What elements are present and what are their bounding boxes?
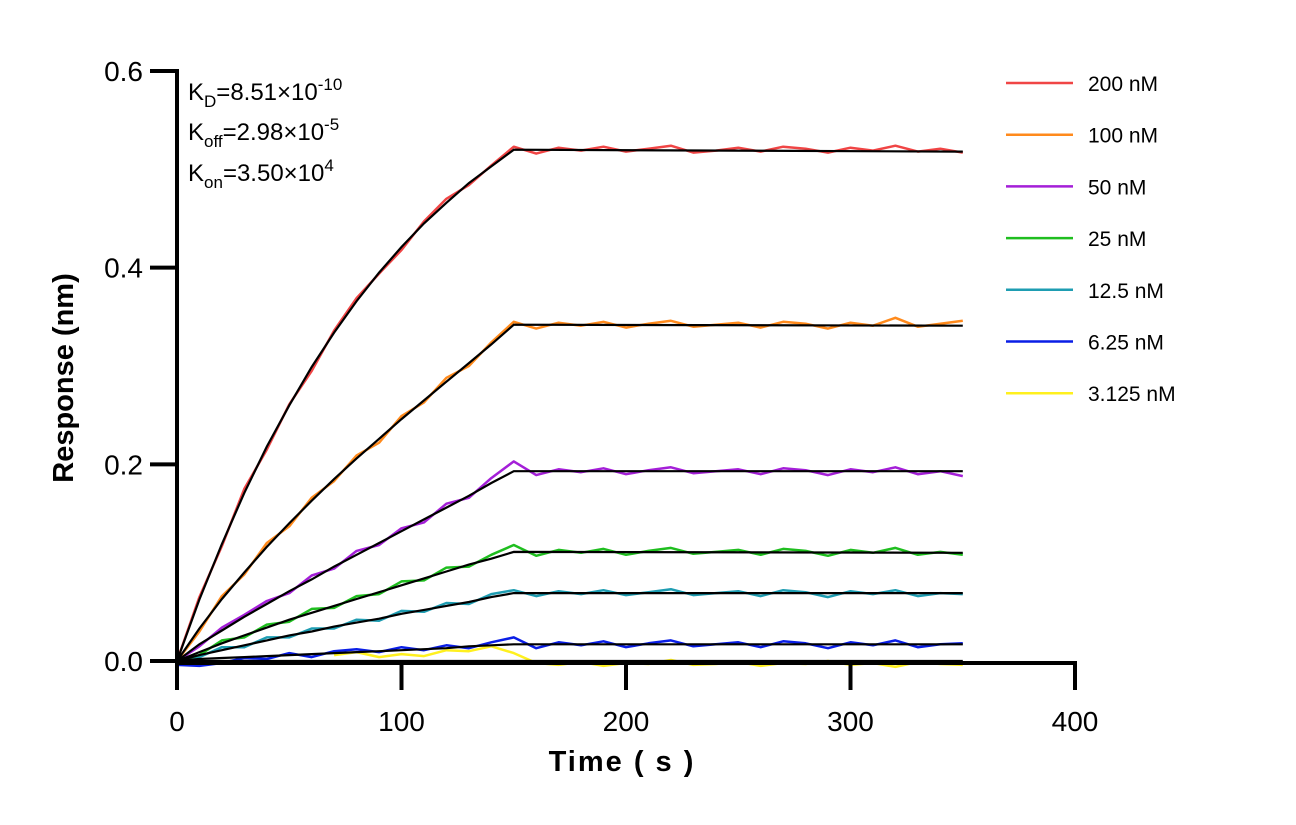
fit-line-50-nM xyxy=(176,470,963,662)
legend: 200 nM 100 nM 50 nM 25 nM 12.5 nM 6.25 nM 3.12… xyxy=(1006,73,1176,406)
data-trace-50-nM xyxy=(176,460,964,663)
axes xyxy=(175,69,1077,665)
koff-annotation: Koff=2.98×10-5 xyxy=(188,115,339,151)
legend-item: 200 nM xyxy=(1006,73,1158,96)
kd-annotation: KD=8.51×10-10 xyxy=(188,75,342,111)
y-axis-title: Response (nm) xyxy=(48,273,80,482)
legend-item: 25 nM xyxy=(1006,228,1146,251)
data-trace-100-nM xyxy=(176,316,963,662)
x-tick-label: 100 xyxy=(378,706,425,737)
y-tick-label: 0.2 xyxy=(104,449,143,480)
y-tick-label: 0.4 xyxy=(104,253,143,284)
kon-annotation: Kon=3.50×104 xyxy=(188,156,334,192)
fit-line-100-nM xyxy=(176,323,963,662)
ticks: 0 100 200 300 400 0.0 0.2 0.4 0.6 xyxy=(104,56,1098,737)
legend-label: 50 nM xyxy=(1088,176,1146,199)
y-tick-label: 0.6 xyxy=(104,56,143,87)
x-tick-label: 200 xyxy=(603,706,650,737)
fit-line-12-5-nM xyxy=(176,592,963,663)
x-tick-label: 300 xyxy=(827,706,874,737)
legend-label: 12.5 nM xyxy=(1088,280,1164,303)
legend-item: 12.5 nM xyxy=(1006,280,1164,303)
data-trace-12-5-nM xyxy=(176,587,963,663)
legend-item: 6.25 nM xyxy=(1006,332,1164,355)
legend-label: 200 nM xyxy=(1088,73,1158,96)
x-axis-title: Time ( s ) xyxy=(549,746,696,778)
legend-label: 25 nM xyxy=(1088,228,1146,251)
legend-label: 3.125 nM xyxy=(1088,383,1176,406)
plot-curves xyxy=(175,144,964,669)
fit-line-200-nM xyxy=(175,148,963,662)
fit-line-25-nM xyxy=(176,550,963,663)
kinetics-annotation: KD=8.51×10-10 Koff=2.98×10-5 Kon=3.50×10… xyxy=(188,75,342,192)
y-tick-label: 0.0 xyxy=(104,646,143,677)
legend-item: 3.125 nM xyxy=(1006,383,1176,406)
fit-line-6-25-nM xyxy=(176,643,963,663)
data-trace-200-nM xyxy=(175,144,964,662)
x-tick-label: 0 xyxy=(169,706,185,737)
x-tick-label: 400 xyxy=(1052,706,1099,737)
legend-item: 100 nM xyxy=(1006,125,1158,148)
legend-item: 50 nM xyxy=(1006,176,1146,199)
legend-label: 6.25 nM xyxy=(1088,332,1164,355)
legend-label: 100 nM xyxy=(1088,125,1158,148)
